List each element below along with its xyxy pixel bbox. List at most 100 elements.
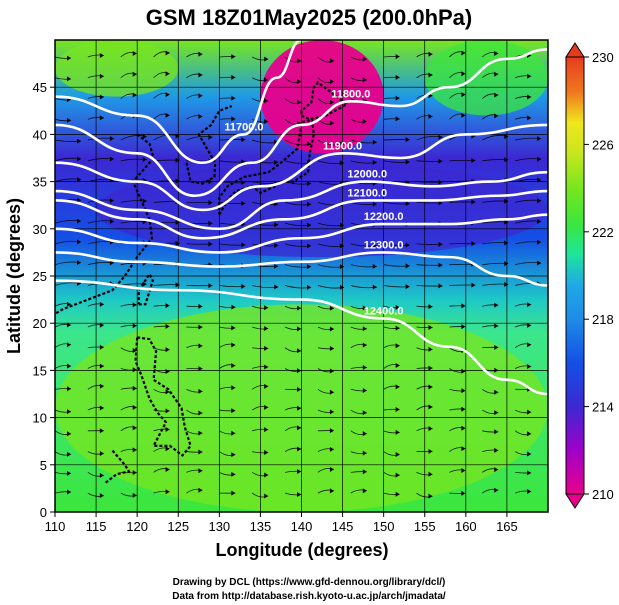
streamline-arrow: [395, 95, 400, 101]
streamline-arrow: [231, 430, 236, 436]
streamline-arrow: [527, 364, 532, 370]
x-tick-label: 165: [496, 519, 518, 534]
streamline-arrow: [99, 405, 104, 411]
colorbar-bottom-arrow: [565, 493, 585, 509]
streamline-arrow: [264, 77, 269, 83]
streamline-arrow: [264, 118, 269, 124]
streamline-arrow: [395, 491, 400, 497]
streamline-arrow: [428, 404, 433, 410]
streamline-arrow: [494, 487, 499, 493]
streamline-arrow: [504, 198, 509, 204]
streamline-arrow: [77, 197, 81, 203]
streamline-arrow: [329, 446, 334, 452]
streamline-arrow: [405, 242, 410, 248]
streamline-arrow: [132, 302, 137, 308]
colorbar-tick-label: 222: [592, 225, 614, 240]
x-axis-label: Longitude (degrees): [215, 540, 388, 560]
streamline-arrow: [165, 303, 170, 309]
streamline-arrow: [67, 470, 71, 476]
streamline-arrow: [504, 157, 509, 163]
streamline-arrow: [395, 74, 400, 80]
streamline-arrow: [537, 136, 542, 142]
streamline-arrow: [362, 387, 367, 393]
streamline-arrow: [428, 51, 433, 57]
streamline-arrow: [77, 239, 81, 245]
streamline-arrow: [231, 95, 236, 101]
streamline-arrow: [372, 139, 377, 145]
streamline-arrow: [67, 301, 71, 307]
streamline-arrow: [438, 241, 443, 247]
chart-title: GSM 18Z01May2025 (200.0hPa): [146, 5, 473, 30]
streamline-arrow: [165, 389, 170, 395]
streamline-arrow: [329, 488, 334, 494]
y-tick-label: 10: [33, 411, 47, 426]
grid-layer: [55, 40, 548, 512]
contour-label: 11800.0: [331, 88, 370, 100]
streamline-arrow: [527, 470, 532, 476]
streamline-arrow: [67, 489, 71, 495]
streamline-arrow: [198, 303, 203, 309]
streamline-arrow: [527, 431, 532, 437]
streamline-arrow: [175, 220, 180, 226]
streamline-arrow: [175, 133, 180, 139]
streamline-arrow: [77, 218, 81, 224]
streamline-arrow: [504, 261, 509, 267]
streamline-arrow: [231, 363, 236, 369]
streamline-arrow: [297, 446, 302, 452]
streamline-arrow: [537, 156, 542, 162]
colorbar-tick-label: 210: [592, 487, 614, 502]
streamline-arrow: [428, 426, 433, 432]
streamline-arrow: [461, 368, 466, 374]
streamline-arrow: [362, 56, 367, 62]
colorbar-tick-label: 214: [592, 400, 614, 415]
streamline-arrow: [494, 71, 499, 77]
streamline-arrow: [297, 469, 302, 475]
streamline-arrow: [99, 301, 104, 307]
contour-line: [55, 40, 302, 165]
streamline-arrow: [461, 468, 466, 474]
x-axis: 110 115 120 125 130 135 140 145 150 155 160 165: [45, 512, 518, 534]
streamline-arrow: [395, 429, 400, 435]
streamline-arrow: [461, 324, 466, 330]
streamline-arrow: [329, 409, 334, 415]
streamline-arrow: [461, 92, 466, 98]
streamline-arrow: [307, 141, 312, 147]
streamline-arrow: [428, 324, 433, 330]
coastline: [103, 449, 131, 485]
streamline-arrow: [329, 428, 334, 434]
streamline-arrow: [165, 112, 170, 118]
streamline-arrow: [395, 116, 400, 122]
streamline-arrow: [307, 222, 312, 228]
credit-line-2: Data from http://database.rish.kyoto-u.a…: [172, 591, 446, 602]
streamline-arrow: [231, 342, 236, 348]
streamline-arrow: [274, 159, 279, 165]
streamline-arrow: [198, 430, 203, 436]
streamline-arrow: [395, 304, 400, 310]
streamline-arrow: [264, 345, 269, 351]
streamline-arrow: [395, 363, 400, 369]
streamline-arrow: [274, 242, 279, 248]
streamline-arrow: [428, 384, 433, 390]
streamline-arrow: [241, 200, 246, 206]
streamline-arrow: [494, 92, 499, 98]
streamline-arrow: [231, 385, 236, 391]
streamline-arrow: [362, 450, 367, 456]
streamline-arrow: [264, 427, 269, 433]
streamline-arrow: [165, 92, 170, 98]
streamline-arrow: [99, 363, 104, 369]
contour-label: 12100.0: [347, 187, 387, 199]
streamline-arrow: [527, 115, 532, 121]
streamline-arrow: [307, 201, 312, 207]
y-tick-label: 30: [33, 222, 47, 237]
streamline-arrow: [231, 304, 236, 310]
streamline-arrow: [175, 157, 180, 163]
streamline-arrow: [461, 71, 466, 77]
streamline-arrow: [405, 284, 410, 290]
streamline-arrow: [504, 240, 509, 246]
x-tick-label: 125: [167, 519, 189, 534]
streamline-arrow: [142, 281, 147, 287]
streamline-arrow: [264, 364, 269, 370]
streamline-arrow: [274, 284, 279, 290]
streamline-arrow: [198, 114, 203, 120]
